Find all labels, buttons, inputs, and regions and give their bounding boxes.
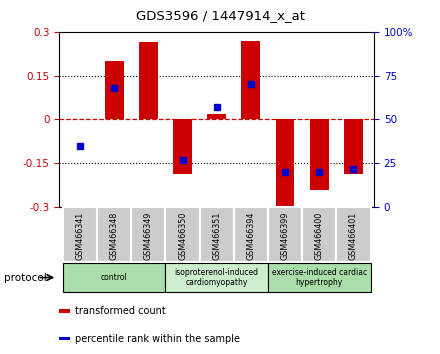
- Text: GSM466401: GSM466401: [349, 211, 358, 260]
- Text: control: control: [101, 273, 128, 282]
- Bar: [105, 61, 124, 120]
- Bar: [200, 207, 234, 262]
- Bar: [165, 207, 200, 262]
- Bar: [63, 207, 97, 262]
- Bar: [242, 41, 260, 120]
- Text: GSM466400: GSM466400: [315, 211, 324, 260]
- Text: GSM466341: GSM466341: [75, 211, 84, 260]
- Text: exercise-induced cardiac
hypertrophy: exercise-induced cardiac hypertrophy: [272, 268, 367, 287]
- Bar: [310, 120, 329, 190]
- Bar: [59, 337, 70, 340]
- Bar: [63, 263, 165, 292]
- Text: GSM466394: GSM466394: [246, 211, 255, 260]
- Bar: [344, 120, 363, 173]
- Text: GSM466399: GSM466399: [281, 211, 290, 260]
- Bar: [173, 120, 192, 173]
- Bar: [276, 120, 294, 210]
- Bar: [59, 309, 70, 313]
- Bar: [268, 263, 370, 292]
- Bar: [302, 207, 337, 262]
- Bar: [131, 207, 165, 262]
- Bar: [207, 114, 226, 120]
- Text: percentile rank within the sample: percentile rank within the sample: [75, 333, 240, 343]
- Bar: [268, 207, 302, 262]
- Text: protocol: protocol: [4, 273, 47, 282]
- Text: transformed count: transformed count: [75, 306, 166, 316]
- Text: GSM466350: GSM466350: [178, 211, 187, 260]
- Text: isoproterenol-induced
cardiomyopathy: isoproterenol-induced cardiomyopathy: [175, 268, 259, 287]
- Bar: [234, 207, 268, 262]
- Bar: [337, 207, 370, 262]
- Text: GSM466348: GSM466348: [110, 211, 119, 260]
- Text: GDS3596 / 1447914_x_at: GDS3596 / 1447914_x_at: [136, 9, 304, 22]
- Text: GSM466351: GSM466351: [212, 211, 221, 260]
- Bar: [97, 207, 131, 262]
- Text: GSM466349: GSM466349: [144, 211, 153, 260]
- Bar: [165, 263, 268, 292]
- Bar: [139, 42, 158, 120]
